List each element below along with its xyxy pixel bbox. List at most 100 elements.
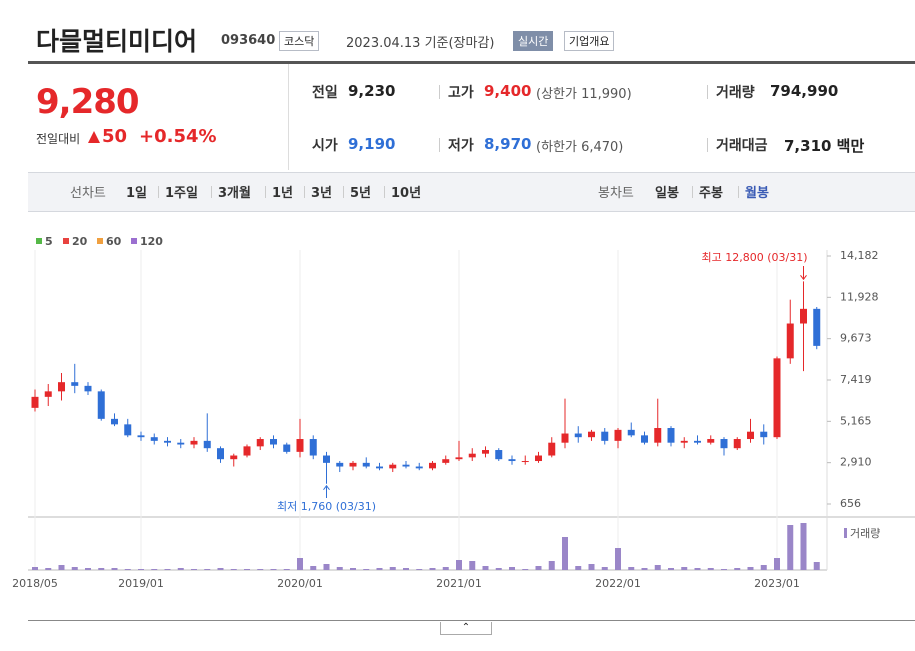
candle-body <box>614 429 622 441</box>
volume-bar <box>363 569 370 570</box>
candle-body <box>442 459 450 463</box>
candle-body <box>111 418 118 425</box>
candle-body <box>164 440 171 443</box>
candle-body <box>31 396 39 408</box>
candle-body <box>720 439 728 449</box>
volume-bar <box>456 560 462 570</box>
candle-body <box>535 455 542 462</box>
candle-body <box>654 428 662 443</box>
candle-body <box>561 433 569 443</box>
candle-body <box>455 457 463 460</box>
volume-bar <box>442 567 449 570</box>
candle-body <box>84 385 92 392</box>
volume-bar <box>615 548 621 570</box>
candle-body <box>627 429 635 436</box>
change: 50 <box>102 126 128 147</box>
volume-bar <box>32 567 38 570</box>
candle-body <box>336 462 344 467</box>
candle-body <box>680 440 688 443</box>
collapse-button[interactable]: ⌃ <box>440 622 492 635</box>
volume-bar <box>389 567 396 570</box>
candle-body <box>256 439 264 447</box>
legend-label: 120 <box>140 235 163 248</box>
item-sub: (하한가 6,470) <box>536 140 624 155</box>
separator <box>265 186 266 198</box>
candle-body <box>190 440 198 445</box>
candle-body <box>667 428 675 443</box>
item-sub: (상한가 11,990) <box>536 87 632 102</box>
volume-label: 거래량 <box>850 527 880 540</box>
candle-body <box>601 431 609 441</box>
volume-bar <box>336 567 343 570</box>
item-value: 7,310 백만 <box>784 137 865 155</box>
candle-body <box>574 433 582 438</box>
candle-body <box>747 431 754 440</box>
volume-bar <box>681 567 688 570</box>
volume-bar <box>482 566 489 570</box>
date: 2023.04.13 기준(장마감) <box>346 36 495 51</box>
legend-label: 5 <box>45 235 53 248</box>
period-button[interactable]: 1일 <box>126 186 148 201</box>
volume-bar <box>257 569 264 570</box>
volume-bar <box>151 569 158 570</box>
legend-label: 60 <box>106 235 122 248</box>
x-tick-label: 2021/01 <box>436 577 482 590</box>
item-value: 8,970 <box>484 135 532 153</box>
period-button[interactable]: 월봉 <box>745 186 769 201</box>
candle-body <box>283 444 291 452</box>
period-button[interactable]: 1년 <box>272 186 294 201</box>
legend-swatch <box>63 238 69 244</box>
price: 9,280 <box>36 82 140 122</box>
volume-bar <box>164 569 171 570</box>
volume-bar <box>760 565 767 570</box>
candle-body <box>495 450 503 460</box>
separator <box>304 186 305 198</box>
period-button[interactable]: 주봉 <box>699 186 723 201</box>
candle-body <box>58 382 65 392</box>
period-bar <box>28 172 915 212</box>
bottom-rule <box>28 620 915 621</box>
separator <box>692 186 693 198</box>
volume-bar <box>297 558 303 570</box>
period-button[interactable]: 1주일 <box>165 186 198 201</box>
period-button[interactable]: 3년 <box>311 186 333 201</box>
stock-code: 093640 <box>221 33 276 48</box>
legend-swatch <box>131 238 137 244</box>
volume-bar <box>204 569 211 570</box>
candle-body <box>813 308 821 346</box>
volume-bar <box>509 567 515 570</box>
x-tick-label: 2018/05 <box>12 577 58 590</box>
candle-body <box>71 382 79 386</box>
realtime-button[interactable]: 실시간 <box>513 31 554 51</box>
item-label: 거래량 <box>716 85 755 101</box>
candle-body <box>296 439 304 452</box>
period-button[interactable]: 3개월 <box>218 186 251 201</box>
change-label: 전일대비 <box>36 132 81 146</box>
volume-bar <box>601 567 608 570</box>
divider <box>288 64 289 170</box>
volume-bar <box>177 568 184 570</box>
period-button[interactable]: 10년 <box>391 186 422 201</box>
volume-bar <box>124 569 131 570</box>
period-button[interactable]: 5년 <box>350 186 372 201</box>
candle-body <box>773 358 781 438</box>
legend-swatch <box>97 238 103 244</box>
company-button[interactable]: 기업개요 <box>564 31 615 51</box>
volume-bar <box>734 568 741 570</box>
y-tick-label: 11,928 <box>840 290 879 303</box>
candle-body <box>508 459 516 462</box>
item-label: 시가 <box>312 138 338 154</box>
volume-bar <box>575 566 582 570</box>
candle-body <box>97 391 105 419</box>
period-button[interactable]: 일봉 <box>655 186 679 201</box>
candle-body <box>203 440 211 449</box>
y-tick-label: 656 <box>840 497 861 510</box>
volume-bar <box>588 564 595 570</box>
candle-body <box>150 437 158 441</box>
y-tick-label: 5,165 <box>840 414 872 427</box>
candle-body <box>468 453 476 458</box>
x-tick-label: 2019/01 <box>118 577 164 590</box>
volume-bar <box>376 568 383 570</box>
